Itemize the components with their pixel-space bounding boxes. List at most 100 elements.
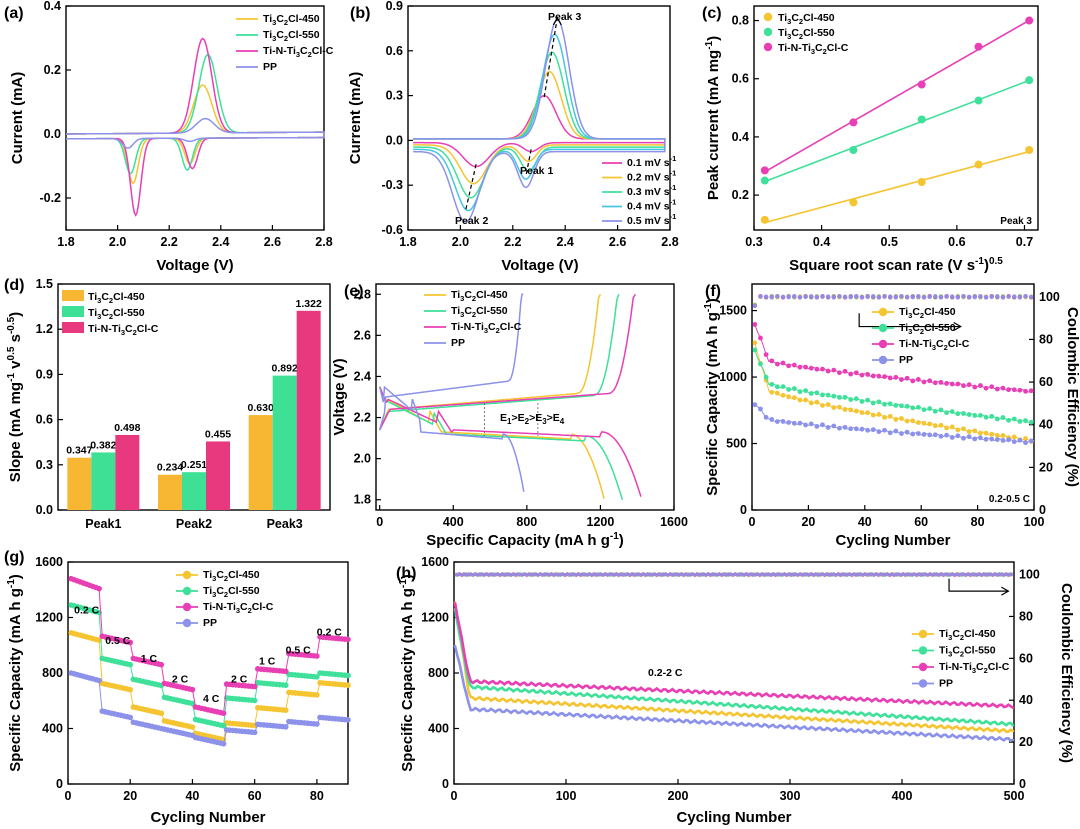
c-fit-line-1 (764, 79, 1030, 183)
a-xtick-label: 2.6 (264, 235, 281, 249)
f-cap-point (820, 403, 825, 408)
b-legend-text: 0.4 mV s (627, 201, 670, 213)
f-ce-point (854, 293, 859, 299)
panel-h: 0 100 200 300 400 500040080012001600020406080… (396, 555, 1075, 826)
d-ylabel-f: -0.5 (6, 316, 17, 334)
h-xtick-label: 400 (892, 789, 913, 803)
f-ce-arrowhead (953, 322, 962, 332)
f-cap-point (989, 413, 995, 419)
a-legend-item-label-part: 3 (296, 50, 300, 59)
f-legend-item-label-part: 3 (932, 343, 936, 352)
f-ce-point (1017, 295, 1023, 300)
b-xtick-label: 1.8 (399, 235, 416, 249)
c-legend-label-part: 2 (799, 17, 803, 26)
f-cap-point (949, 409, 955, 415)
f-cap-point (978, 435, 983, 441)
a-legend-item-label: Ti3C2Cl-550 (263, 29, 320, 43)
c-data-point (849, 118, 858, 127)
f-cap-point (820, 366, 825, 372)
f-cap-point (904, 418, 910, 424)
g-cap-point (314, 653, 320, 659)
panel-g-xlabel: Cycling Number (150, 809, 265, 826)
h-legend-item-label-part: Cl-450 (964, 628, 996, 640)
f-cap-point (1023, 388, 1028, 394)
c-legend-label-part: C (791, 12, 799, 24)
f-ce-point (933, 294, 938, 299)
panel-g-plot (68, 575, 351, 747)
b-ytick-label: -0.3 (381, 178, 403, 192)
d-xtick-label: Peak1 (85, 517, 121, 531)
h-legend-item-swatch-dot (918, 662, 928, 672)
f-cap-point (887, 375, 893, 381)
d-bar-label: 0.251 (181, 459, 207, 471)
f-ytick-right-label: 60 (1039, 375, 1053, 389)
f-cap-point (994, 416, 1000, 422)
f-cap-point (944, 380, 949, 386)
f-cap-point (1028, 388, 1034, 394)
f-cap-point (966, 382, 972, 388)
f-ce-point (837, 294, 842, 299)
b-legend-text: 0.5 mV s (627, 215, 670, 227)
f-ce-point (938, 295, 944, 300)
f-legend-item-label-part: 3 (908, 311, 912, 320)
f-ce-point (1023, 294, 1028, 299)
f-cap-point (949, 381, 955, 387)
f-cap-point (966, 434, 972, 440)
f-cap-point (791, 362, 797, 368)
panel-a-curves (66, 37, 325, 217)
f-ce-point (758, 294, 763, 299)
f-cap-point (848, 407, 854, 413)
panel-g-ylabel: Specific Capacity (mA h g-1) (6, 574, 24, 772)
f-ce-point (961, 294, 966, 299)
c-legend-label: Ti3C2Cl-450 (778, 12, 835, 26)
h-legend-item-label-part: 3 (972, 666, 976, 675)
g-cap-point (127, 661, 134, 668)
f-ytick-label: 500 (726, 437, 747, 451)
f-cap-point (1000, 438, 1006, 443)
h-xtick-label: 500 (1004, 789, 1025, 803)
f-legend-item-label-part: C (912, 322, 920, 334)
c-data-point (974, 160, 983, 169)
panel-h-rate-label: 0.2-2 C (648, 667, 683, 679)
f-cap-point (904, 429, 910, 435)
f-ytick-right-label: 40 (1039, 418, 1053, 432)
b-legend-text: 0.2 mV s (627, 172, 670, 184)
d-ylabel-a: Slope (mA mg (7, 382, 24, 482)
f-cap-line-2 (754, 324, 1035, 393)
c-data-point (849, 198, 858, 207)
g-cap-point (282, 707, 289, 713)
f-ce-point (865, 294, 870, 300)
panel-e-energy-annotation: E1>E2>E3>E4 (500, 412, 565, 426)
a-cv-curve-2 (66, 37, 325, 217)
c-data-point (1025, 76, 1034, 85)
f-cap-point (994, 437, 1000, 442)
panel-h-ylabel-right: Coulombic Efficiency (%) (1058, 583, 1075, 763)
f-cap-point (853, 396, 859, 402)
g-xtick-label: 60 (248, 789, 262, 803)
f-xtick-label: 100 (1024, 515, 1045, 529)
e-legend-item-label: Ti3C2Cl-550 (451, 305, 508, 319)
panel-d-ylabel: Slope (mA mg-1 v0.5 s-0.5) (6, 312, 24, 482)
f-ce-point (820, 294, 825, 299)
g-legend-item-label-part: C (216, 569, 224, 581)
f-cap-point (994, 433, 1000, 438)
f-ce-point (814, 295, 820, 300)
c-xtick-label: 0.5 (881, 235, 898, 249)
panel-h-ticks: 0 100 200 300 400 500040080012001600020406080… (421, 555, 1040, 803)
h-legend-item-label-part: Ti (939, 628, 948, 640)
f-cap-point (769, 389, 775, 395)
f-cap-point (870, 412, 876, 418)
panel-c-xlabel: Square root scan rate (V s-1)0.5 (789, 256, 1003, 274)
h-legend-item-swatch-dot (918, 629, 928, 639)
f-cap-point (899, 403, 904, 409)
f-cap-point (938, 433, 944, 439)
f-legend-item-label-part: Ti (899, 322, 908, 334)
f-ce-point (1012, 294, 1017, 299)
f-ce-point (780, 294, 786, 300)
f-cap-point (774, 390, 780, 396)
f-ce-point (1028, 294, 1034, 300)
e-charge-1 (379, 294, 620, 431)
c-legend-label: Ti3C2Cl-550 (778, 27, 835, 41)
